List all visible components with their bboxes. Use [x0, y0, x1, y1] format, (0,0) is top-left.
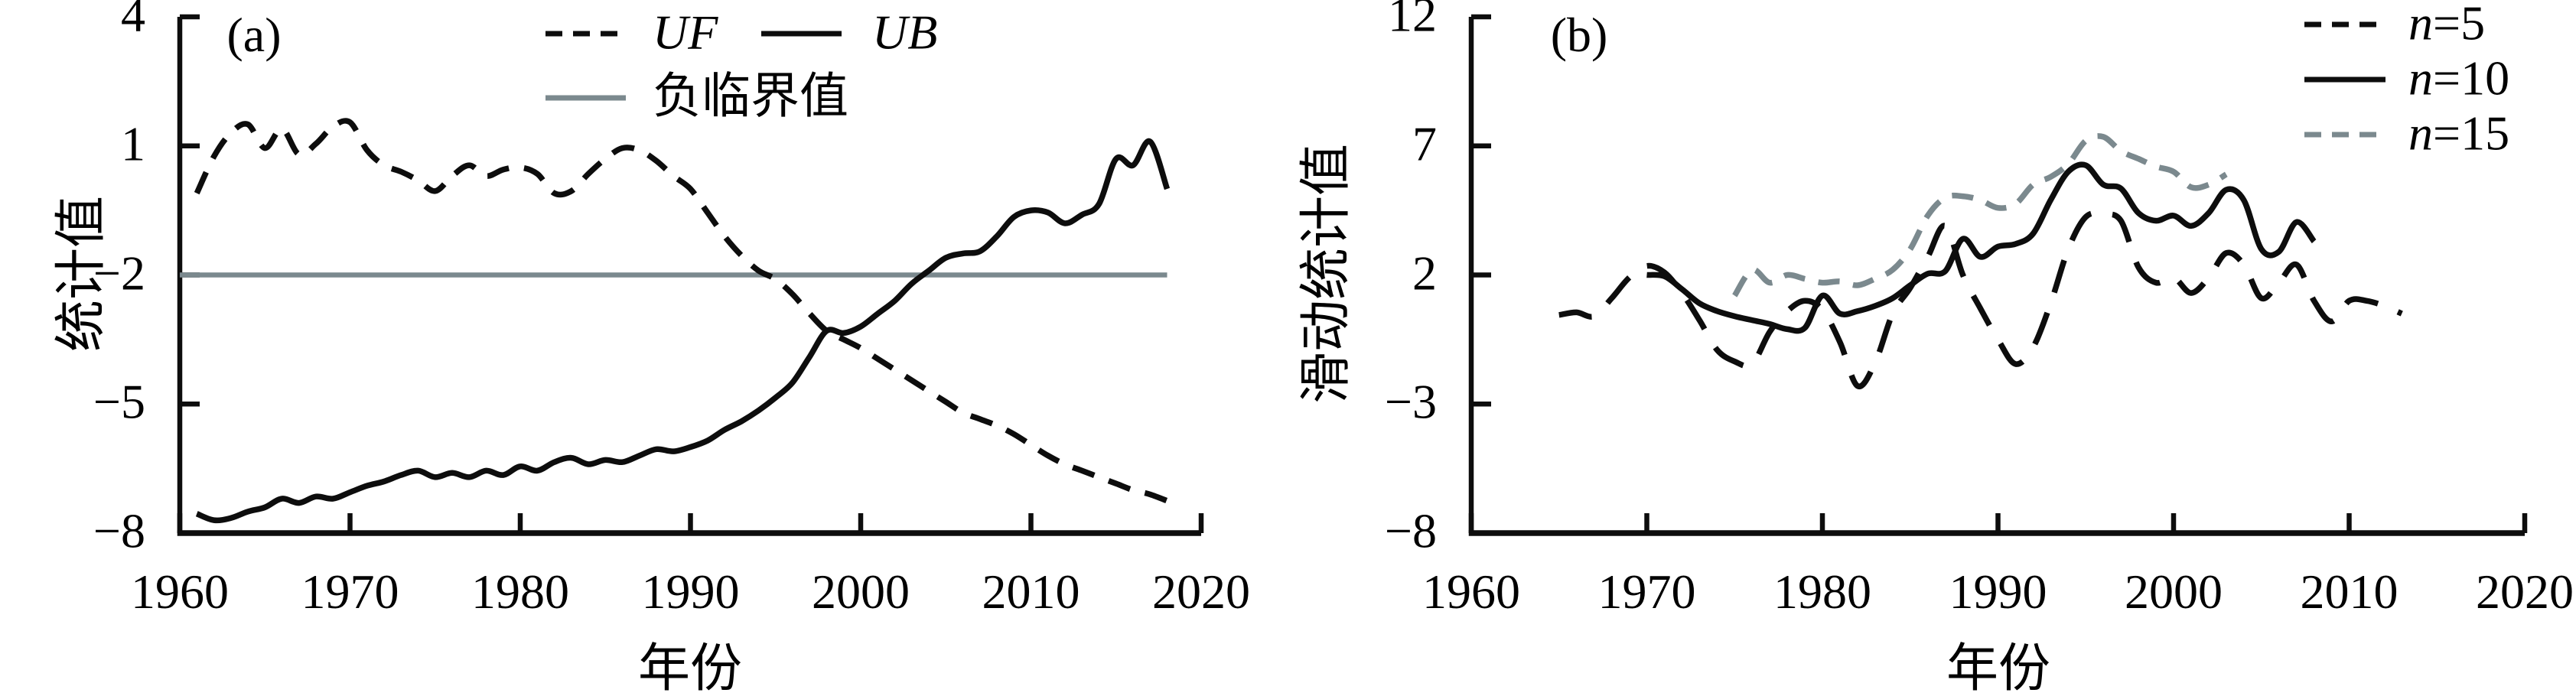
- x-tick-label: 2020: [2476, 564, 2574, 619]
- series-UF-curve: [194, 118, 1168, 504]
- legend-critical-label: 负临界值: [653, 69, 848, 124]
- legend-n15-label: n=15: [2408, 106, 2510, 161]
- x-tick-label: 1960: [131, 564, 229, 619]
- panel-b-tag: (b): [1550, 8, 1608, 62]
- y-tick-label: −8: [1384, 503, 1437, 558]
- panel-a-tag: (a): [226, 8, 282, 62]
- panel-b-y-axis-title: 滑动统计值: [1297, 143, 1355, 405]
- series-UB-curve: [195, 138, 1171, 524]
- y-tick-label: 2: [1412, 245, 1437, 300]
- y-tick-label: 1: [121, 116, 145, 171]
- y-tick-label: −5: [93, 374, 145, 429]
- legend-ub-label: UB: [872, 5, 938, 60]
- x-tick-label: 2020: [1152, 564, 1250, 619]
- x-tick-label: 2010: [982, 564, 1080, 619]
- x-tick-label: 1980: [471, 564, 569, 619]
- y-tick-label: 12: [1388, 0, 1437, 42]
- x-tick-label: 1970: [301, 564, 399, 619]
- legend-uf-label: UF: [653, 5, 718, 60]
- x-tick-label: 1960: [1422, 564, 1520, 619]
- y-tick-label: 4: [121, 0, 145, 42]
- y-tick-label: −8: [93, 503, 145, 558]
- x-tick-label: 1990: [641, 564, 740, 619]
- x-tick-label: 2010: [2300, 564, 2399, 619]
- y-tick-label: −2: [93, 245, 145, 300]
- panel-b-x-axis-title: 年份: [1946, 639, 2051, 696]
- series-n15-curve: [1732, 133, 2228, 298]
- x-tick-label: 2000: [812, 564, 910, 619]
- x-tick-label: 1980: [1773, 564, 1871, 619]
- x-tick-label: 2000: [2125, 564, 2223, 619]
- y-tick-label: −3: [1384, 374, 1437, 429]
- legend-n10-label: n=10: [2408, 50, 2510, 106]
- panel-a-x-axis-title: 年份: [637, 639, 743, 696]
- series-n10-curve: [1646, 161, 2317, 334]
- x-tick-label: 1990: [1949, 564, 2047, 619]
- y-tick-label: 7: [1412, 116, 1437, 171]
- legend-n5-label: n=5: [2408, 0, 2486, 50]
- x-tick-label: 1970: [1597, 564, 1696, 619]
- series-n5-curve: [1558, 210, 2403, 389]
